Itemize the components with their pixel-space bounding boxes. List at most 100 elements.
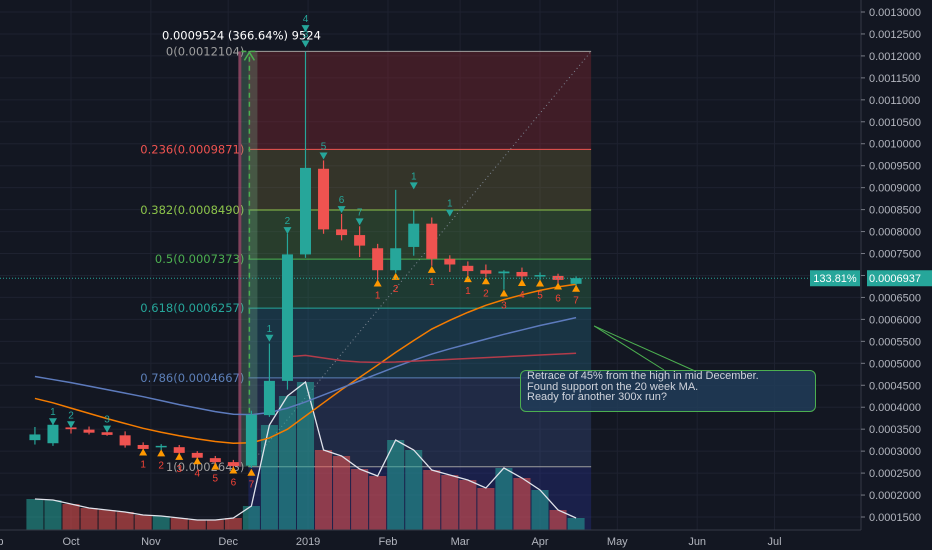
setup-count-label: 1 <box>267 324 273 335</box>
sequence-arrow-up <box>373 279 382 287</box>
x-axis-tick-label: Feb <box>378 536 397 548</box>
volume-bar <box>260 425 278 530</box>
candle-body <box>390 248 402 271</box>
sequence-arrow-up <box>517 279 526 287</box>
setup-count-label: 1 <box>411 171 417 182</box>
setup-arrow-down <box>103 425 112 433</box>
sequence-count-label: 1 <box>465 286 471 297</box>
annotation-callout[interactable]: Retrace of 45% from the high in mid Dece… <box>520 370 816 412</box>
candle <box>119 431 131 448</box>
volume-bar <box>152 516 170 530</box>
setup-arrow-down <box>301 40 310 48</box>
candle-body <box>534 275 546 277</box>
annotation-line: Retrace of 45% from the high in mid Dece… <box>527 370 759 382</box>
sequence-arrow-up <box>157 449 166 457</box>
volume-bar <box>80 508 98 530</box>
setup-arrow-down <box>319 152 328 160</box>
volume-bar <box>206 520 224 530</box>
y-axis-tick-label: 0.0004500 <box>869 380 921 392</box>
candle <box>263 343 275 417</box>
y-axis-tick-label: 0.0008000 <box>869 227 921 239</box>
fib-zone <box>248 259 592 309</box>
y-axis-tick-label: 0.0012500 <box>869 29 921 41</box>
sequence-count-label: 3 <box>501 301 507 312</box>
volume-line <box>34 380 577 521</box>
y-axis-tick-label: 0.0003500 <box>869 424 921 436</box>
y-axis-tick-label: 0.0002500 <box>869 468 921 480</box>
candle <box>47 421 59 446</box>
y-axis-tick-label: 0.0002000 <box>869 490 921 502</box>
sequence-count-label: 7 <box>249 480 255 491</box>
moving-average-line <box>34 316 577 416</box>
fib-retracement: 1(0.0002643) 0.786(0.0004667) 0.618(0.0006… <box>140 44 592 530</box>
sequence-count-label: 4 <box>519 290 525 301</box>
sequence-arrow-up <box>572 284 581 292</box>
moving-average-line <box>34 283 577 444</box>
measure-arrow-head <box>243 50 256 61</box>
candle-body <box>65 427 77 430</box>
fib-level-label: 0.618(0.0006257) <box>140 301 244 315</box>
sequence-count-label: 7 <box>573 296 579 307</box>
sequence-arrow-up <box>481 277 490 285</box>
volume-bar <box>188 520 206 530</box>
volume-bar <box>26 499 44 530</box>
y-axis-tick-label: 0.0009000 <box>869 183 921 195</box>
fib-level-label: 0.5(0.0007373) <box>155 252 244 266</box>
candle <box>516 267 528 280</box>
setup-arrow-down <box>337 206 346 214</box>
volume-bar <box>170 518 188 530</box>
candle <box>354 226 366 258</box>
volume-bar <box>44 500 62 530</box>
volume-bar <box>351 469 369 530</box>
sequence-arrow-up <box>247 468 256 476</box>
candle-body <box>281 254 293 381</box>
y-axis-tick-label: 0.0006500 <box>869 292 921 304</box>
annotation-line: Found support on the 20 week MA. <box>527 380 699 393</box>
y-axis-tick-label: 0.0011500 <box>869 73 920 85</box>
candle-body <box>191 452 203 458</box>
candle-body <box>516 271 528 277</box>
volume-bar <box>459 480 477 530</box>
measure-tool: 0.0009524 (366.64%) 9524 <box>162 28 321 467</box>
fib-zone <box>248 210 592 260</box>
setup-count-label: 2 <box>285 216 291 227</box>
candle-body <box>336 229 348 236</box>
candle-body <box>263 380 275 416</box>
volume-bar <box>531 490 549 530</box>
candle <box>281 233 293 390</box>
sequence-arrow-up <box>193 457 202 465</box>
sequence-arrow-up <box>139 448 148 456</box>
percent-tag-value: 133.81% <box>813 273 857 285</box>
sequence-arrow-up <box>463 275 472 283</box>
y-axis-tick-label: 0.0005000 <box>869 358 921 370</box>
setup-count-label: 6 <box>339 195 345 206</box>
candle-body <box>462 265 474 272</box>
candle-body <box>209 458 221 463</box>
candle <box>83 426 95 435</box>
x-axis-tick-label: Nov <box>141 536 161 548</box>
setup-arrow-down <box>445 209 454 217</box>
x-axis-tick-label: Oct <box>62 536 79 548</box>
sequence-count-label: 6 <box>555 294 561 305</box>
setup-count-label: 3 <box>303 30 309 41</box>
candle <box>408 210 420 256</box>
y-axis-tick-label: 0.0009500 <box>869 161 921 173</box>
candle <box>372 243 384 280</box>
setup-arrow-down <box>48 418 57 426</box>
volume-bar <box>567 518 585 530</box>
volume-bar <box>116 512 134 530</box>
volume-bar <box>423 470 441 530</box>
measure-box-edge <box>238 51 242 467</box>
fib-level-label: 0.382(0.0008490) <box>140 203 244 217</box>
sequence-arrow-up <box>554 282 563 290</box>
y-axis-tick-label: 0.0004000 <box>869 402 921 414</box>
sequence-arrow-up <box>499 289 508 297</box>
y-axis-tick-label: 0.0008500 <box>869 205 921 217</box>
volume-bar <box>549 510 567 530</box>
candle <box>336 214 348 241</box>
sequence-count-label: 5 <box>213 474 219 485</box>
sequence-count-label: 4 <box>194 468 200 479</box>
sequence-arrow-up <box>175 452 184 460</box>
price-tag-box <box>867 270 932 287</box>
